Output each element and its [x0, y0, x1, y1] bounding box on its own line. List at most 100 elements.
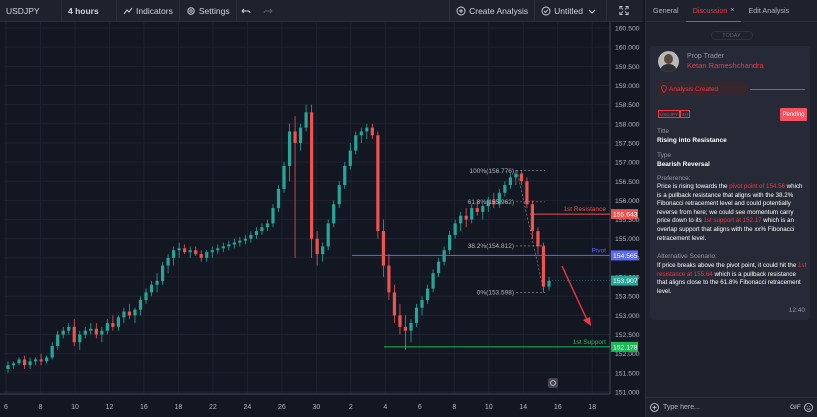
candle [177, 242, 181, 258]
chart-canvas[interactable]: 160.500 160.000 159.500 159.000 158.500 158.0… [0, 22, 643, 417]
candle [365, 123, 369, 140]
symbol-tag: USDJPY [658, 110, 680, 118]
x-tick-label: 18 [588, 404, 596, 411]
candle-body [359, 131, 363, 136]
candle [475, 200, 479, 216]
candle-body [78, 334, 82, 343]
candle-body [387, 265, 391, 293]
add-attachment-icon[interactable] [650, 403, 659, 412]
candle-body [354, 135, 358, 151]
message-composer: GIF [646, 397, 817, 417]
candle [39, 353, 43, 366]
y-tick-label: 153.000 [615, 313, 640, 320]
message-time: 12:40 [788, 307, 805, 314]
candle [315, 231, 319, 266]
price-tag-label: 155.643 [613, 211, 638, 218]
avatar[interactable] [658, 51, 679, 72]
candle [50, 342, 54, 360]
fullscreen-button[interactable] [607, 0, 643, 22]
candle [541, 242, 546, 293]
fib-trend-line [516, 170, 545, 293]
candle [56, 330, 60, 350]
candle-body [475, 208, 479, 212]
candle-body [326, 223, 330, 247]
candle-body [138, 300, 143, 310]
settings-button[interactable]: Settings [180, 0, 237, 22]
candle-body [459, 215, 463, 224]
message-input[interactable] [663, 404, 790, 411]
candle-body [370, 127, 374, 136]
candle [525, 177, 529, 209]
interval-selector[interactable]: 4 hours [62, 0, 117, 22]
tab-general[interactable]: General [646, 0, 686, 22]
symbol-selector[interactable]: USDJPY [0, 0, 62, 22]
candle [381, 219, 385, 278]
candle-body [398, 315, 402, 327]
redo-icon [263, 6, 273, 16]
candle-body [514, 173, 518, 178]
candle-body [254, 231, 259, 235]
candle [172, 246, 176, 266]
tab-discussion[interactable]: Discussion × [685, 0, 742, 22]
candle [199, 250, 203, 262]
tab-edit-analysis[interactable]: Edit Analysis [741, 0, 796, 22]
candle-body [453, 223, 457, 235]
candle-body [210, 250, 214, 253]
candle-body [6, 365, 10, 370]
level-label: 1st Support [573, 339, 606, 346]
candle [492, 192, 496, 209]
event-icon [548, 378, 558, 388]
y-tick-label: 159.500 [615, 64, 640, 71]
y-tick-label: 155.000 [615, 236, 640, 243]
candle-body [448, 234, 452, 251]
candle-body [547, 280, 551, 287]
indicators-button[interactable]: Indicators [117, 0, 180, 22]
candle [89, 323, 93, 335]
tab-edit-analysis-label: Edit Analysis [748, 6, 790, 15]
candle [337, 181, 341, 209]
candle-body [508, 177, 512, 186]
banner-arrow-icon [743, 82, 750, 96]
emoji-icon[interactable] [804, 403, 813, 412]
candle-body [464, 215, 468, 220]
candle-body [315, 238, 319, 255]
candle-body [420, 300, 424, 308]
candle-body [503, 185, 507, 193]
y-tick-label: 160.500 [615, 26, 640, 33]
candle-body [409, 323, 413, 331]
close-icon[interactable]: × [730, 6, 735, 14]
layout-selector[interactable]: Untitled [535, 0, 607, 22]
candle [481, 204, 485, 220]
candle-body [365, 127, 369, 132]
y-tick-label: 152.500 [615, 332, 640, 339]
x-tick-label: 10 [71, 404, 79, 411]
candle [61, 326, 65, 339]
price-tag-label: 152.178 [613, 344, 638, 351]
candle [138, 296, 143, 316]
candle [94, 323, 98, 339]
y-tick-label: 158.000 [615, 121, 640, 128]
undo-button[interactable] [237, 0, 259, 22]
redo-button[interactable] [259, 0, 281, 22]
candle [232, 238, 236, 249]
candle [210, 246, 214, 258]
undo-icon [241, 6, 251, 16]
gif-button[interactable]: GIF [790, 404, 801, 411]
x-tick-label: 2 [349, 404, 353, 411]
status-badge[interactable]: Pending [780, 108, 807, 121]
x-tick-label: 16 [554, 404, 562, 411]
candle-body [271, 208, 275, 224]
candle [83, 326, 87, 339]
candle [326, 219, 330, 251]
candle [28, 357, 32, 370]
title-label: Title [657, 128, 670, 135]
candle-body [116, 317, 121, 327]
candle [332, 200, 336, 228]
candle [227, 240, 231, 251]
create-analysis-button[interactable]: Create Analysis [449, 0, 536, 22]
candle-body [160, 265, 165, 281]
author-name[interactable]: Ketan Rameshchandra [687, 61, 764, 70]
x-tick-label: 10 [485, 404, 493, 411]
price-chart[interactable]: 160.500 160.000 159.500 159.000 158.500 158.0… [0, 22, 643, 417]
candle-body [536, 231, 540, 247]
